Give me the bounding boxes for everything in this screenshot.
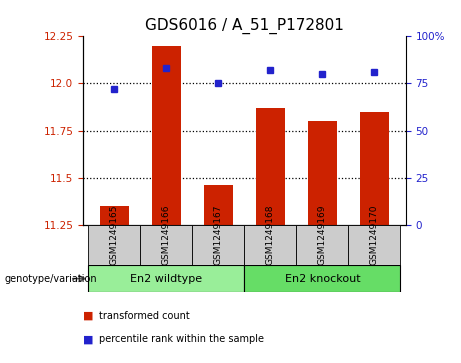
Text: ■: ■ [83,334,94,344]
Bar [349,225,401,267]
Text: GSM1249168: GSM1249168 [266,204,275,265]
Text: transformed count: transformed count [99,311,190,321]
Text: ■: ■ [83,311,94,321]
Bar [244,225,296,267]
Bar [360,112,389,225]
Text: GSM1249165: GSM1249165 [110,204,119,265]
Text: genotype/variation: genotype/variation [5,274,97,284]
Text: En2 knockout: En2 knockout [284,274,360,284]
Text: percentile rank within the sample: percentile rank within the sample [99,334,264,344]
Bar [308,121,337,225]
Bar [152,46,181,225]
Bar [204,185,233,225]
Text: GSM1249166: GSM1249166 [162,204,171,265]
Title: GDS6016 / A_51_P172801: GDS6016 / A_51_P172801 [145,17,344,33]
Bar [296,225,349,267]
Bar [100,206,129,225]
Bar [256,108,284,225]
Text: GSM1249167: GSM1249167 [214,204,223,265]
Text: En2 wildtype: En2 wildtype [130,274,202,284]
Text: GSM1249169: GSM1249169 [318,204,327,265]
Bar [140,225,192,267]
Bar [88,225,140,267]
Text: GSM1249170: GSM1249170 [370,204,379,265]
Bar [88,265,244,292]
Bar [192,225,244,267]
Bar [244,265,401,292]
